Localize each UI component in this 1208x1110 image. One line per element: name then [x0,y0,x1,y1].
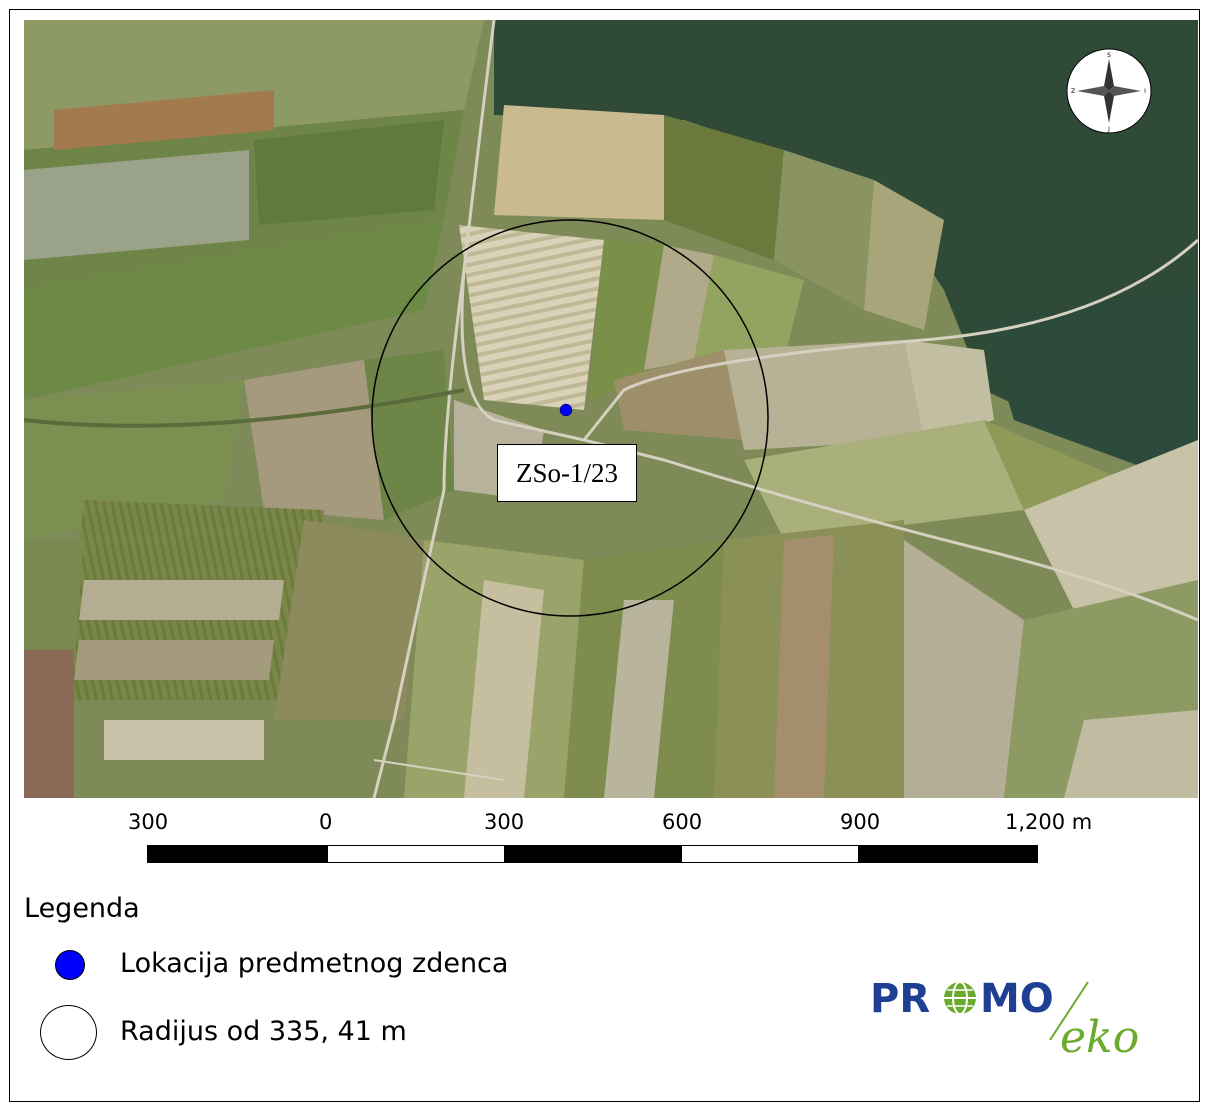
legend-radius-symbol [40,1005,97,1060]
logo-globe-icon [944,981,976,1015]
compass-n: S [1107,52,1111,59]
scale-label: 1,200 m [1005,810,1093,834]
logo-text-mo: MO [980,976,1054,1022]
scale-segment [858,846,1037,862]
well-point[interactable] [559,403,573,417]
compass-w: Z [1071,88,1075,95]
compass-s: J [1107,126,1110,133]
scale-segment [327,846,505,862]
legend-title: Legenda [24,893,140,924]
scale-label: 300 [484,810,525,834]
logo-text-pr: PR [870,976,930,1022]
scale-label: 300 [128,810,169,834]
scale-segment [504,846,682,862]
compass-e: I [1144,88,1146,95]
scale-bar [147,845,1038,863]
north-arrow: S J Z I [1065,47,1153,135]
well-label: ZSo-1/23 [497,444,637,502]
scale-label: 600 [662,810,703,834]
scale-label: 0 [319,810,333,834]
logo-text-eko: eko [1060,1012,1139,1060]
aerial-map[interactable] [24,20,1198,798]
scale-segment [148,846,328,862]
legend-item-radius: Radijus od 335, 41 m [120,1016,407,1047]
scale-segment [681,846,859,862]
promo-eko-logo: PR MO eko [870,960,1170,1063]
map-frame [9,9,1200,1102]
radius-circle [371,219,769,617]
legend-item-well: Lokacija predmetnog zdenca [120,948,509,979]
legend-well-symbol [55,950,85,980]
scale-label: 900 [840,810,881,834]
